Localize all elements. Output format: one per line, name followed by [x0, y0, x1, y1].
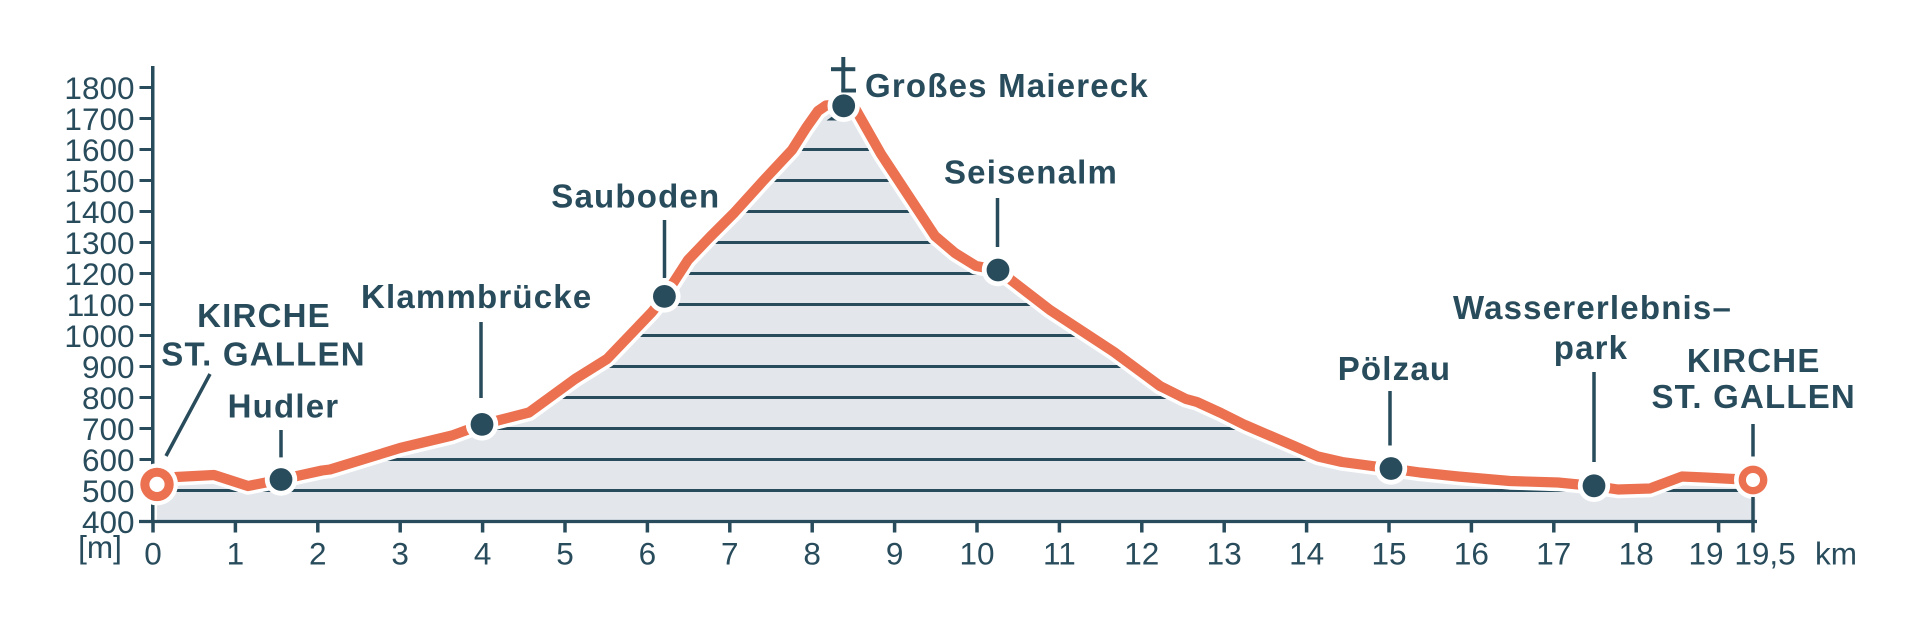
svg-text:Pölzau: Pölzau — [1338, 350, 1452, 387]
svg-text:11: 11 — [1043, 536, 1076, 572]
svg-text:3: 3 — [391, 536, 409, 572]
svg-text:1: 1 — [227, 536, 245, 572]
svg-text:17: 17 — [1536, 536, 1571, 572]
svg-text:16: 16 — [1454, 536, 1489, 572]
svg-text:1700: 1700 — [64, 101, 134, 137]
svg-text:1500: 1500 — [64, 163, 134, 199]
svg-text:19: 19 — [1688, 536, 1723, 572]
svg-text:1100: 1100 — [67, 287, 135, 323]
svg-text:Sauboden: Sauboden — [551, 177, 720, 214]
svg-text:KIRCHE: KIRCHE — [1687, 342, 1821, 379]
svg-text:5: 5 — [556, 536, 574, 572]
svg-text:km: km — [1815, 536, 1857, 572]
svg-text:Wassererlebnis–: Wassererlebnis– — [1453, 289, 1732, 326]
svg-text:10: 10 — [959, 536, 994, 572]
svg-text:9: 9 — [886, 536, 904, 572]
svg-text:800: 800 — [82, 380, 135, 416]
svg-text:2: 2 — [309, 536, 327, 572]
svg-text:12: 12 — [1124, 536, 1159, 572]
svg-text:1300: 1300 — [64, 225, 134, 261]
svg-text:18: 18 — [1619, 536, 1654, 572]
svg-text:Hudler: Hudler — [228, 387, 340, 424]
svg-text:Klammbrücke: Klammbrücke — [361, 278, 592, 315]
svg-text:400: 400 — [82, 504, 135, 540]
svg-text:[m]: [m] — [78, 529, 122, 565]
svg-text:900: 900 — [82, 349, 135, 385]
svg-text:0: 0 — [144, 536, 162, 572]
svg-text:4: 4 — [474, 536, 492, 572]
svg-text:Seisenalm: Seisenalm — [944, 153, 1118, 190]
svg-text:1000: 1000 — [64, 318, 134, 354]
svg-text:19,5: 19,5 — [1734, 536, 1795, 572]
svg-text:15: 15 — [1371, 536, 1406, 572]
svg-text:ST. GALLEN: ST. GALLEN — [1651, 378, 1856, 415]
svg-text:13: 13 — [1207, 536, 1242, 572]
svg-text:1400: 1400 — [64, 194, 134, 230]
svg-text:1600: 1600 — [64, 132, 134, 168]
svg-text:8: 8 — [803, 536, 821, 572]
svg-text:700: 700 — [82, 411, 135, 447]
svg-text:1800: 1800 — [64, 70, 134, 106]
svg-text:ST. GALLEN: ST. GALLEN — [161, 335, 366, 372]
svg-text:6: 6 — [639, 536, 657, 572]
svg-text:500: 500 — [82, 473, 135, 509]
svg-text:Großes Maiereck: Großes Maiereck — [865, 67, 1149, 104]
svg-text:park: park — [1554, 329, 1629, 366]
svg-text:14: 14 — [1289, 536, 1324, 572]
svg-text:600: 600 — [82, 442, 135, 478]
svg-text:1200: 1200 — [64, 256, 134, 292]
svg-text:KIRCHE: KIRCHE — [197, 297, 331, 334]
svg-text:7: 7 — [721, 536, 739, 572]
